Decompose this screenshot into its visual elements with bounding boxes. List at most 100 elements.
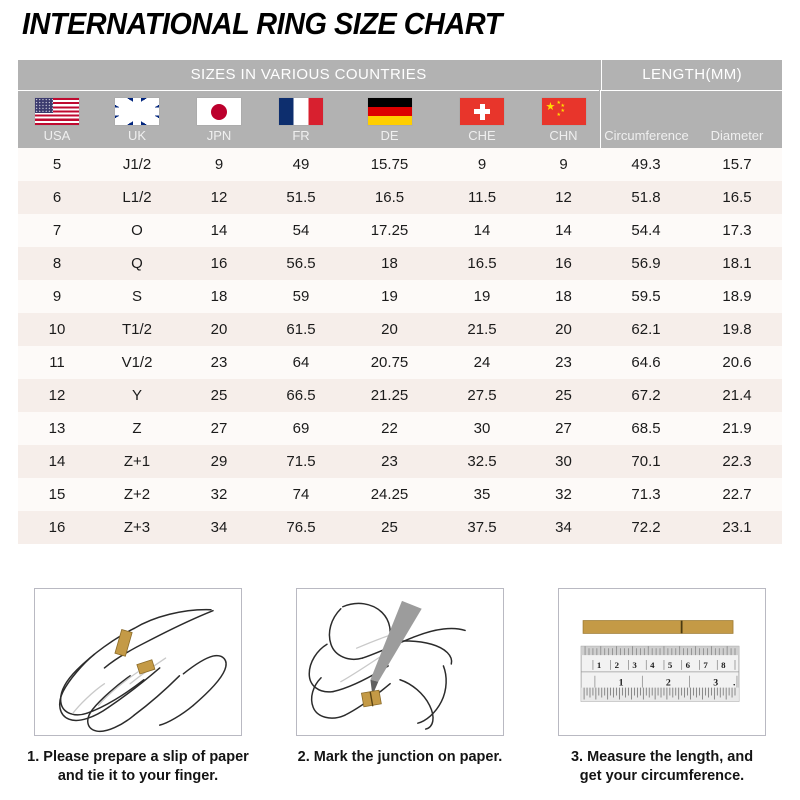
svg-text:1: 1 <box>619 678 624 689</box>
cell-che: 14 <box>473 222 491 239</box>
table-row: 14 Z+1 29 71.5 23 32.5 30 70.1 22.3 <box>18 445 782 478</box>
star-icon: ★ <box>556 99 561 106</box>
star-icon: ★ <box>545 101 556 113</box>
cell-chn: 32 <box>555 486 572 503</box>
svg-text:1: 1 <box>597 660 601 670</box>
cell-diameter: 16.5 <box>722 189 752 206</box>
table-row: 7 O 14 54 17.25 14 14 54.4 17.3 <box>18 214 782 247</box>
flag-china-icon: ★ ★ ★ ★ ★ <box>541 98 586 125</box>
cell-chn: 25 <box>555 387 572 404</box>
cell-jpn: 23 <box>210 354 228 371</box>
column-header-che: CHE <box>437 90 527 148</box>
cell-che: 9 <box>477 156 487 173</box>
cell-fr: 51.5 <box>286 189 316 206</box>
column-label-diameter: Diameter <box>710 128 764 143</box>
svg-text:3: 3 <box>632 660 637 670</box>
ruler: 1 2 3 4 5 6 7 8 <box>580 645 740 702</box>
step-1-line-2: and tie it to your finger. <box>57 768 219 784</box>
group-header-length: LENGTH(MM) <box>601 59 782 91</box>
cell-usa: 9 <box>52 288 62 305</box>
hand-paper-drawing <box>58 608 227 733</box>
cell-jpn: 25 <box>210 387 228 404</box>
step-2-caption: 2. Mark the junction on paper. <box>275 748 525 767</box>
table-row: 13 Z 27 69 22 30 27 68.5 21.9 <box>18 412 782 445</box>
column-label-de: DE <box>380 128 399 143</box>
table-row: 9 S 18 59 19 19 18 59.5 18.9 <box>18 280 782 313</box>
flag-switzerland-icon <box>460 98 504 125</box>
cell-uk: S <box>131 288 142 305</box>
cell-diameter: 20.6 <box>722 354 752 371</box>
cell-jpn: 18 <box>210 288 228 305</box>
table-row: 16 Z+3 34 76.5 25 37.5 34 72.2 23.1 <box>18 511 782 544</box>
cell-diameter: 19.8 <box>722 321 752 338</box>
cell-uk: L1/2 <box>122 189 152 206</box>
cell-circumference: 56.9 <box>631 255 661 272</box>
cell-usa: 14 <box>48 453 66 470</box>
star-icon: ★ <box>556 111 561 118</box>
cell-usa: 6 <box>52 189 62 206</box>
cell-jpn: 29 <box>210 453 228 470</box>
svg-text:3: 3 <box>713 678 718 689</box>
cell-diameter: 15.7 <box>722 156 752 173</box>
cell-fr: 66.5 <box>286 387 316 404</box>
ring-size-table: SIZES IN VARIOUS COUNTRIES LENGTH(MM) US… <box>18 59 782 544</box>
cell-fr: 61.5 <box>286 321 316 338</box>
flag-usa-icon <box>35 98 79 125</box>
step-1-caption: 1. Please prepare a slip of paper and ti… <box>13 748 263 786</box>
column-label-circumference: Circumference <box>604 128 689 143</box>
svg-text:2: 2 <box>615 660 620 670</box>
column-header-fr: FR <box>260 90 342 148</box>
hand-marking-paper-with-pen-illustration <box>296 588 504 736</box>
column-header-jpn: JPN <box>178 90 260 148</box>
cell-che: 35 <box>473 486 491 503</box>
cell-de: 16.5 <box>374 189 405 206</box>
table-body: 5 J1/2 9 49 15.75 9 9 49.3 15.7 6 L1/2 12 51.5 16.5 11… <box>18 148 782 544</box>
cell-usa: 10 <box>48 321 66 338</box>
step-1-line-1: 1. Please prepare a slip of paper <box>27 749 249 765</box>
svg-text:8: 8 <box>721 660 726 670</box>
cell-circumference: 49.3 <box>631 156 661 173</box>
cell-uk: Y <box>131 387 142 404</box>
cell-de: 20 <box>381 321 398 338</box>
page-title: INTERNATIONAL RING SIZE CHART <box>22 6 502 41</box>
cell-diameter: 21.9 <box>722 420 752 437</box>
cell-fr: 56.5 <box>286 255 316 272</box>
hand-pen-drawing <box>308 600 466 730</box>
cell-circumference: 68.5 <box>631 420 661 437</box>
cell-che: 19 <box>473 288 491 305</box>
cell-chn: 30 <box>555 453 572 470</box>
cell-fr: 71.5 <box>286 453 316 470</box>
svg-text:2: 2 <box>666 678 671 689</box>
cell-uk: Z+2 <box>123 486 151 503</box>
cell-jpn: 14 <box>210 222 228 239</box>
cell-circumference: 54.4 <box>631 222 661 239</box>
column-header-diameter: Diameter <box>692 90 782 148</box>
step-3-caption: 3. Measure the length, and get your circ… <box>537 748 787 786</box>
hand-with-paper-strip-illustration <box>34 588 242 736</box>
cell-che: 27.5 <box>467 387 497 404</box>
cell-chn: 18 <box>555 288 572 305</box>
cell-diameter: 18.9 <box>722 288 752 305</box>
table-row: 6 L1/2 12 51.5 16.5 11.5 12 51.8 16.5 <box>18 181 782 214</box>
cell-che: 37.5 <box>467 519 497 536</box>
cell-de: 19 <box>381 288 398 305</box>
table-row: 11 V1/2 23 64 20.75 24 23 64.6 20.6 <box>18 346 782 379</box>
cell-usa: 11 <box>49 354 65 371</box>
svg-text:4: 4 <box>650 660 655 670</box>
instruction-steps: 1. Please prepare a slip of paper and ti… <box>18 588 782 786</box>
step-3-line-2: get your circumference. <box>579 768 745 784</box>
cell-diameter: 21.4 <box>722 387 752 404</box>
flag-japan-icon <box>197 98 241 125</box>
column-label-jpn: JPN <box>206 128 232 143</box>
cell-uk: Q <box>131 255 143 272</box>
svg-text:5: 5 <box>668 660 673 670</box>
flag-germany-icon <box>367 98 412 125</box>
cell-che: 21.5 <box>467 321 497 338</box>
cell-che: 32.5 <box>467 453 497 470</box>
cell-de: 25 <box>381 519 398 536</box>
cell-diameter: 23.1 <box>722 519 752 536</box>
column-header-uk: UK <box>96 90 178 148</box>
cell-jpn: 34 <box>210 519 228 536</box>
cell-circumference: 71.3 <box>631 486 661 503</box>
step-2-line-1: 2. Mark the junction on paper. <box>297 749 503 765</box>
